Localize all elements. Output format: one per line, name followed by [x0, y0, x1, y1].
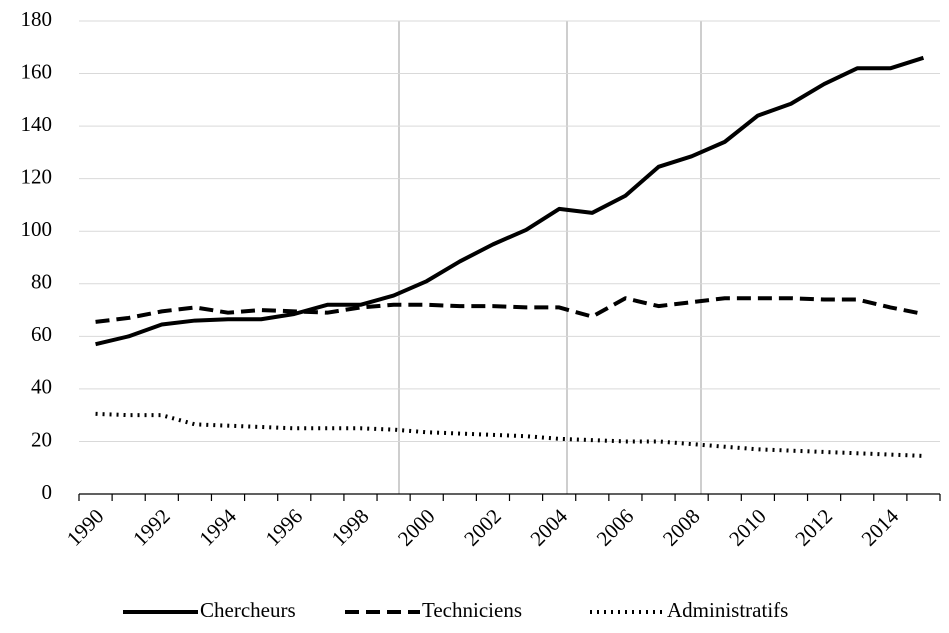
series-line — [95, 296, 924, 324]
x-tick-label: 2004 — [525, 504, 572, 551]
y-tick-label: 20 — [31, 427, 52, 451]
x-tick-label: 2006 — [592, 504, 639, 551]
y-tick-label: 100 — [21, 217, 53, 241]
y-tick-label: 160 — [21, 59, 53, 83]
x-tick-label: 1996 — [261, 504, 308, 551]
x-tick-label: 2008 — [658, 504, 705, 551]
x-tick-label: 1990 — [62, 504, 109, 551]
y-tick-label: 40 — [31, 375, 52, 399]
legend-label: Techniciens — [422, 598, 522, 622]
y-tick-label: 0 — [42, 480, 53, 504]
y-tick-label: 80 — [31, 270, 52, 294]
x-tick-label: 1998 — [327, 504, 374, 551]
legend-label: Chercheurs — [200, 598, 296, 622]
y-tick-label: 60 — [31, 322, 52, 346]
legend-label: Administratifs — [667, 598, 788, 622]
x-tick-label: 1994 — [194, 504, 241, 551]
x-tick-label: 2014 — [857, 504, 904, 551]
series-line — [95, 411, 924, 458]
series-line — [95, 55, 925, 347]
x-tick-label: 2010 — [724, 504, 771, 551]
y-tick-label: 140 — [21, 112, 53, 136]
x-tick-label: 2002 — [459, 504, 506, 551]
y-tick-label: 180 — [21, 7, 53, 31]
x-tick-label: 2000 — [393, 504, 440, 551]
y-tick-label: 120 — [21, 164, 53, 188]
x-tick-label: 1992 — [128, 504, 175, 551]
x-tick-label: 2012 — [790, 504, 837, 551]
